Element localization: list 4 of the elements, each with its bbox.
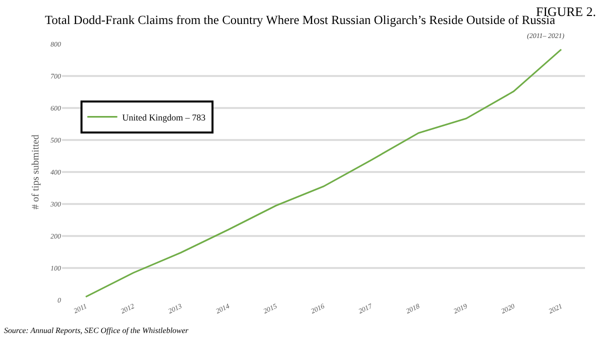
legend-label: United Kingdom – 783 [122, 112, 206, 122]
line-series [84, 48, 562, 298]
source-note: Source: Annual Reports, SEC Office of the Whistleblower [4, 326, 190, 335]
y-axis-title: # of tips submitted [30, 134, 42, 210]
